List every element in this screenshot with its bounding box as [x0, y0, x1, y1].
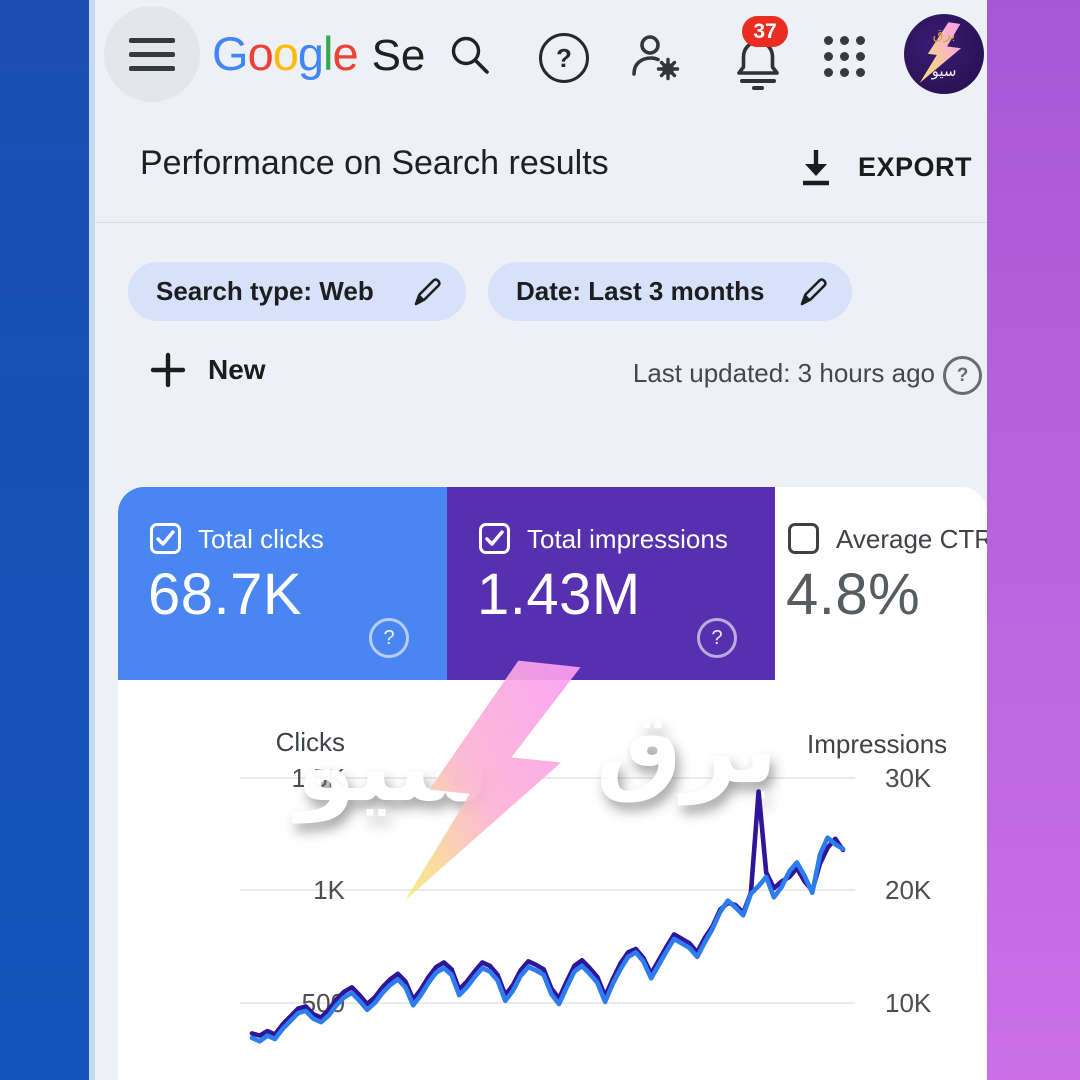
page-title: Performance on Search results: [140, 144, 609, 182]
download-icon: [803, 150, 829, 186]
metric-help-button[interactable]: ?: [697, 618, 737, 658]
metric-card-total-clicks[interactable]: Total clicks 68.7K ?: [118, 487, 447, 680]
export-label: EXPORT: [858, 151, 973, 182]
header-divider: [95, 222, 987, 223]
search-icon: [451, 36, 489, 74]
performance-card: Total clicks 68.7K ? Total impressions 1…: [118, 487, 987, 1080]
metric-label: Total impressions: [527, 524, 728, 554]
checkbox-checked-icon[interactable]: [150, 523, 181, 554]
checkbox-unchecked-icon[interactable]: [788, 523, 819, 554]
hamburger-icon: [129, 37, 175, 71]
last-updated-text: Last updated: 3 hours ago: [632, 358, 935, 388]
left-axis-tick: 1.5K: [291, 763, 346, 793]
question-mark-icon: ?: [556, 42, 572, 73]
notification-count-badge: 37: [742, 16, 788, 47]
main-menu-button[interactable]: [104, 6, 200, 102]
google-logo-letter: o: [272, 27, 299, 80]
metric-card-average-ctr[interactable]: Average CTR 4.8%: [775, 487, 987, 680]
right-axis-title: Impressions: [807, 729, 948, 759]
search-button[interactable]: [448, 33, 492, 77]
question-mark-icon: ?: [956, 364, 969, 386]
google-logo-letter: l: [322, 27, 334, 80]
person-gear-icon: [632, 35, 680, 81]
date-range-chip[interactable]: Date: Last 3 months: [488, 262, 852, 321]
plus-icon: [150, 352, 186, 388]
new-filter-button[interactable]: New: [150, 352, 266, 388]
chart-line-clicks: [249, 835, 846, 1044]
right-axis-tick: 20K: [885, 875, 932, 905]
new-filter-label: New: [208, 354, 266, 385]
google-logo: G o o g l e Se: [212, 26, 425, 81]
google-logo-letter: e: [332, 27, 358, 80]
avatar-lightning-icon: [919, 22, 961, 83]
date-range-chip-label: Date: Last 3 months: [516, 276, 765, 306]
last-updated-help-button[interactable]: ?: [943, 356, 982, 395]
export-button[interactable]: EXPORT: [796, 146, 972, 188]
google-logo-letter: g: [297, 27, 324, 80]
decorative-frame-left: [0, 0, 95, 1080]
avatar-brand-word-1: برق: [932, 27, 956, 43]
right-axis-tick: 30K: [885, 763, 932, 793]
avatar-brand-word-2: سيو: [931, 62, 957, 80]
apps-grid-button[interactable]: [824, 36, 865, 77]
metric-value: 68.7K: [148, 562, 303, 627]
checkbox-checked-icon[interactable]: [479, 523, 510, 554]
metric-label: Total clicks: [198, 524, 324, 554]
google-logo-letter: G: [212, 27, 249, 80]
metric-label: Average CTR: [836, 524, 987, 554]
search-type-chip-label: Search type: Web: [156, 276, 374, 306]
left-axis-title: Clicks: [275, 727, 345, 757]
account-avatar[interactable]: برق سيو: [904, 14, 984, 94]
metric-value: 4.8%: [786, 562, 921, 627]
manage-users-button[interactable]: [628, 32, 684, 82]
google-logo-letter: o: [247, 27, 274, 80]
search-type-chip[interactable]: Search type: Web: [128, 262, 466, 321]
left-axis-tick: 1K: [313, 875, 345, 905]
metric-cards-row: Total clicks 68.7K ? Total impressions 1…: [118, 487, 987, 680]
edit-pencil-icon: [800, 277, 827, 305]
metric-help-button[interactable]: ?: [369, 618, 409, 658]
question-mark-icon: ?: [711, 626, 723, 649]
edit-pencil-icon: [414, 277, 441, 305]
metric-card-total-impressions[interactable]: Total impressions 1.43M ?: [447, 487, 775, 680]
product-name-truncated: Se: [371, 31, 426, 80]
decorative-frame-right: [987, 0, 1080, 1080]
chart-lines[interactable]: [118, 680, 987, 1080]
help-button[interactable]: ?: [539, 33, 589, 83]
metric-value: 1.43M: [477, 562, 641, 627]
right-axis-tick: 10K: [885, 988, 932, 1018]
question-mark-icon: ?: [383, 626, 395, 649]
